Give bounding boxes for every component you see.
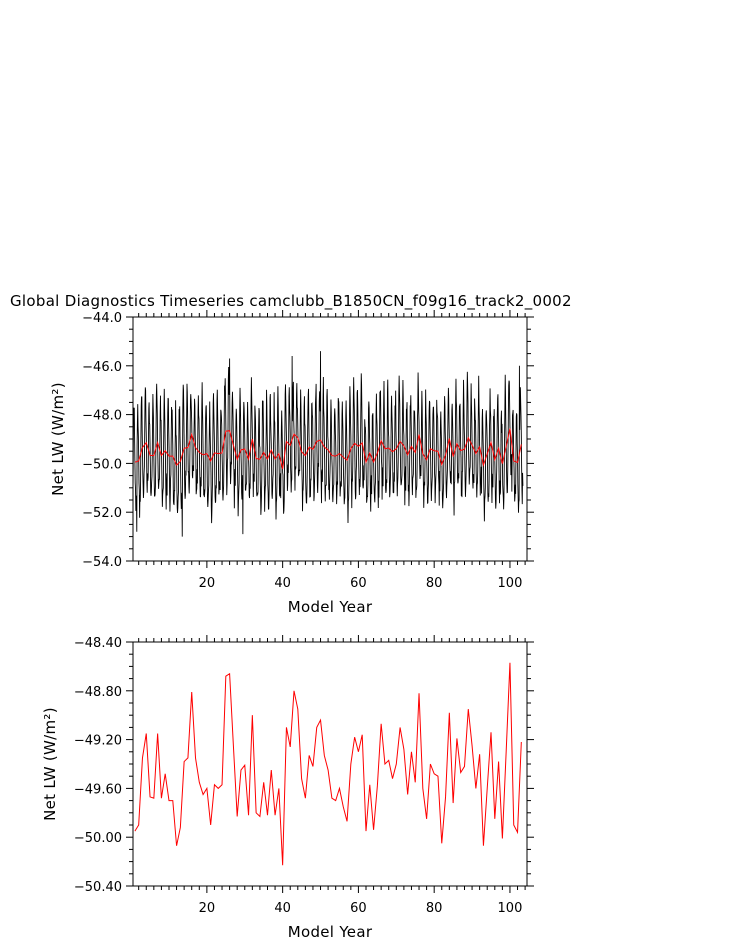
x-tick-label: 20	[199, 576, 216, 591]
y-tick-label: −54.0	[82, 555, 122, 570]
x-tick-label: 60	[350, 901, 367, 916]
y-tick-label: −50.0	[82, 457, 122, 472]
x-tick-label: 20	[199, 901, 216, 916]
monthly-series-line	[133, 351, 524, 537]
x-tick-label: 100	[498, 901, 523, 916]
x-axis-title: Model Year	[288, 923, 373, 941]
chart-title: Global Diagnostics Timeseries camclubb_B…	[10, 292, 572, 311]
y-tick-label: −50.40	[74, 880, 122, 895]
y-tick-label: −50.00	[74, 831, 122, 846]
plot-frame	[132, 641, 528, 887]
x-tick-label: 80	[426, 576, 443, 591]
y-axis-title: Net LW (W/m²)	[41, 707, 59, 821]
top-panel: 20 40 60 80 100 −54.0 −52.0 −50.0 −48.0 −46.0 −44.…	[49, 310, 534, 616]
y-tick-label: −48.0	[82, 409, 122, 424]
x-tick-label: 40	[274, 576, 291, 591]
x-tick-label: 100	[498, 576, 523, 591]
annual-mean-series-line	[134, 662, 522, 866]
y-tick-label: −52.0	[82, 506, 122, 521]
y-tick-label: −48.40	[74, 636, 122, 651]
annual-mean-series-line	[134, 428, 522, 470]
x-tick-label: 60	[350, 576, 367, 591]
x-tick-label: 80	[426, 901, 443, 916]
x-axis-title: Model Year	[288, 598, 373, 616]
y-tick-label: −46.0	[82, 360, 122, 375]
x-tick-label: 40	[274, 901, 291, 916]
bottom-panel: 20 40 60 80 100 −50.40 −50.00 −49.60 −49.20 −48.8…	[41, 635, 534, 941]
y-tick-label: −44.0	[82, 311, 122, 326]
y-tick-label: −48.80	[74, 685, 122, 700]
y-tick-label: −49.20	[74, 734, 122, 749]
y-axis-title: Net LW (W/m²)	[49, 382, 67, 496]
y-tick-label: −49.60	[74, 782, 122, 797]
